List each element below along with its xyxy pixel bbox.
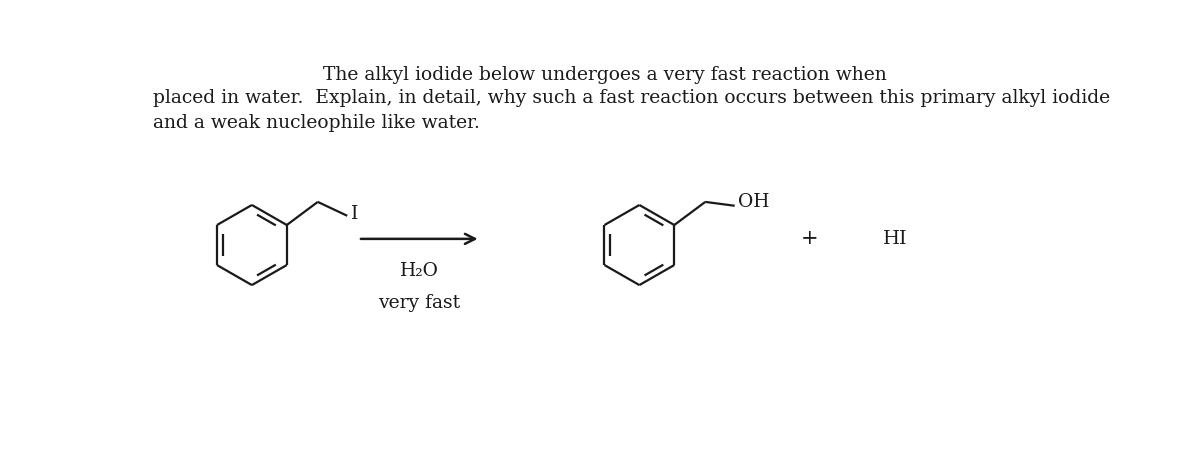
Text: I: I	[351, 205, 358, 223]
Text: The alkyl iodide below undergoes a very fast reaction when: The alkyl iodide below undergoes a very …	[323, 66, 886, 85]
Text: OH: OH	[737, 193, 769, 211]
Text: and a weak nucleophile like water.: and a weak nucleophile like water.	[153, 114, 481, 132]
Text: very fast: very fast	[378, 294, 461, 312]
Text: placed in water.  Explain, in detail, why such a fast reaction occurs between th: placed in water. Explain, in detail, why…	[153, 90, 1111, 107]
Text: H₂O: H₂O	[399, 262, 438, 280]
Text: HI: HI	[882, 230, 907, 248]
Text: +: +	[801, 229, 819, 248]
